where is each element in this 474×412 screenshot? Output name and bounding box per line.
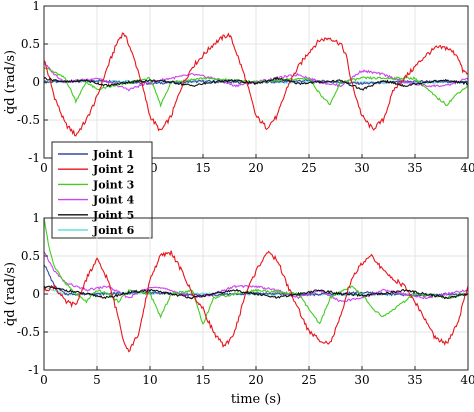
series-line-joint-3 (44, 67, 468, 108)
y-tick-label: 1 (32, 211, 40, 225)
y-tick-label: -1 (28, 151, 40, 165)
x-tick-label: 30 (354, 161, 369, 175)
x-axis-label: time (s) (231, 392, 281, 407)
series-line-joint-3 (44, 218, 468, 325)
series-group (44, 218, 468, 353)
series-line-joint-4 (44, 251, 468, 303)
x-tick-label: 40 (460, 373, 474, 387)
series-line-joint-2 (44, 250, 468, 353)
legend-label: Joint 6 (92, 224, 135, 237)
legend-label: Joint 1 (92, 148, 134, 161)
y-tick-label: 0 (32, 287, 40, 301)
y-tick-label: 0.5 (21, 249, 40, 263)
x-tick-label: 35 (407, 373, 422, 387)
legend-label: Joint 5 (92, 209, 134, 222)
y-tick-label: 0.5 (21, 37, 40, 51)
y-tick-label: -0.5 (17, 113, 40, 127)
y-tick-label: 0 (32, 75, 40, 89)
y-tick-label: -0.5 (17, 325, 40, 339)
y-tick-label: -1 (28, 363, 40, 377)
legend-label: Joint 4 (92, 194, 135, 207)
legend: Joint 1 Joint 2 Joint 3 Joint 4 Joint 5 Joint… (51, 141, 153, 239)
x-tick-label: 25 (301, 373, 316, 387)
x-tick-label: 35 (407, 161, 422, 175)
legend-box (51, 141, 153, 239)
x-tick-label: 30 (354, 373, 369, 387)
x-tick-label: 20 (248, 161, 263, 175)
x-tick-label: 15 (195, 161, 210, 175)
x-tick-label: 5 (93, 373, 101, 387)
series-line-joint-5 (44, 76, 468, 91)
legend-label: Joint 3 (92, 178, 134, 191)
x-tick-label: 0 (40, 161, 48, 175)
legend-label: Joint 2 (92, 163, 134, 176)
series-line-joint-1 (44, 264, 468, 298)
x-tick-label: 25 (301, 161, 316, 175)
y-axis-label: q̇d (rad/s) (3, 262, 18, 326)
x-tick-label: 15 (195, 373, 210, 387)
x-tick-label: 20 (248, 373, 263, 387)
y-axis-label: q̇d (rad/s) (3, 50, 18, 114)
series-line-joint-5 (44, 285, 468, 300)
x-tick-label: 10 (142, 373, 157, 387)
x-tick-label: 40 (460, 161, 474, 175)
y-tick-label: 1 (32, 0, 40, 13)
series-group (44, 32, 468, 137)
bottom-chart-panel: 0 5 10 15 20 25 30 35 40 -1 -0.5 0 0.5 1 q̇d (rad/s) ti… (3, 211, 474, 407)
series-line-joint-2 (44, 32, 468, 137)
x-tick-label: 0 (40, 373, 48, 387)
